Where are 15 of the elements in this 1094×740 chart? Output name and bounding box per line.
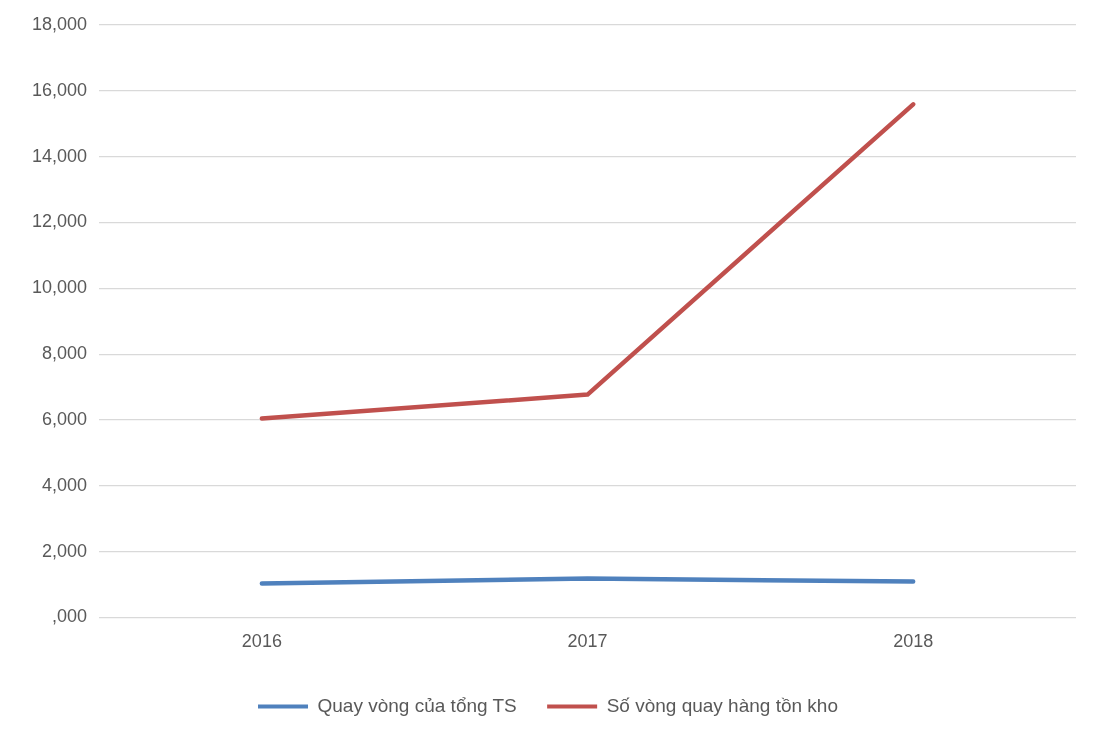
y-tick-label: 10,000 [31,277,88,298]
x-tick-label: 2016 [241,631,282,652]
y-tick-label: 6,000 [42,408,88,429]
y-tick-label: 12,000 [31,211,88,232]
x-tick-label: 2018 [893,631,934,652]
legend-label: Quay vòng của tổng TS [317,694,517,716]
y-tick-label: 2,000 [42,540,88,561]
y-tick-label: 4,000 [42,474,88,495]
x-tick-label: 2017 [567,631,608,652]
y-tick-label: 18,000 [31,13,88,34]
y-tick-label: ,000 [52,606,88,627]
y-tick-label: 8,000 [42,343,88,364]
y-tick-label: 14,000 [31,145,88,166]
y-tick-label: 16,000 [31,79,88,100]
legend-label: Số vòng quay hàng tồn kho [606,694,838,716]
